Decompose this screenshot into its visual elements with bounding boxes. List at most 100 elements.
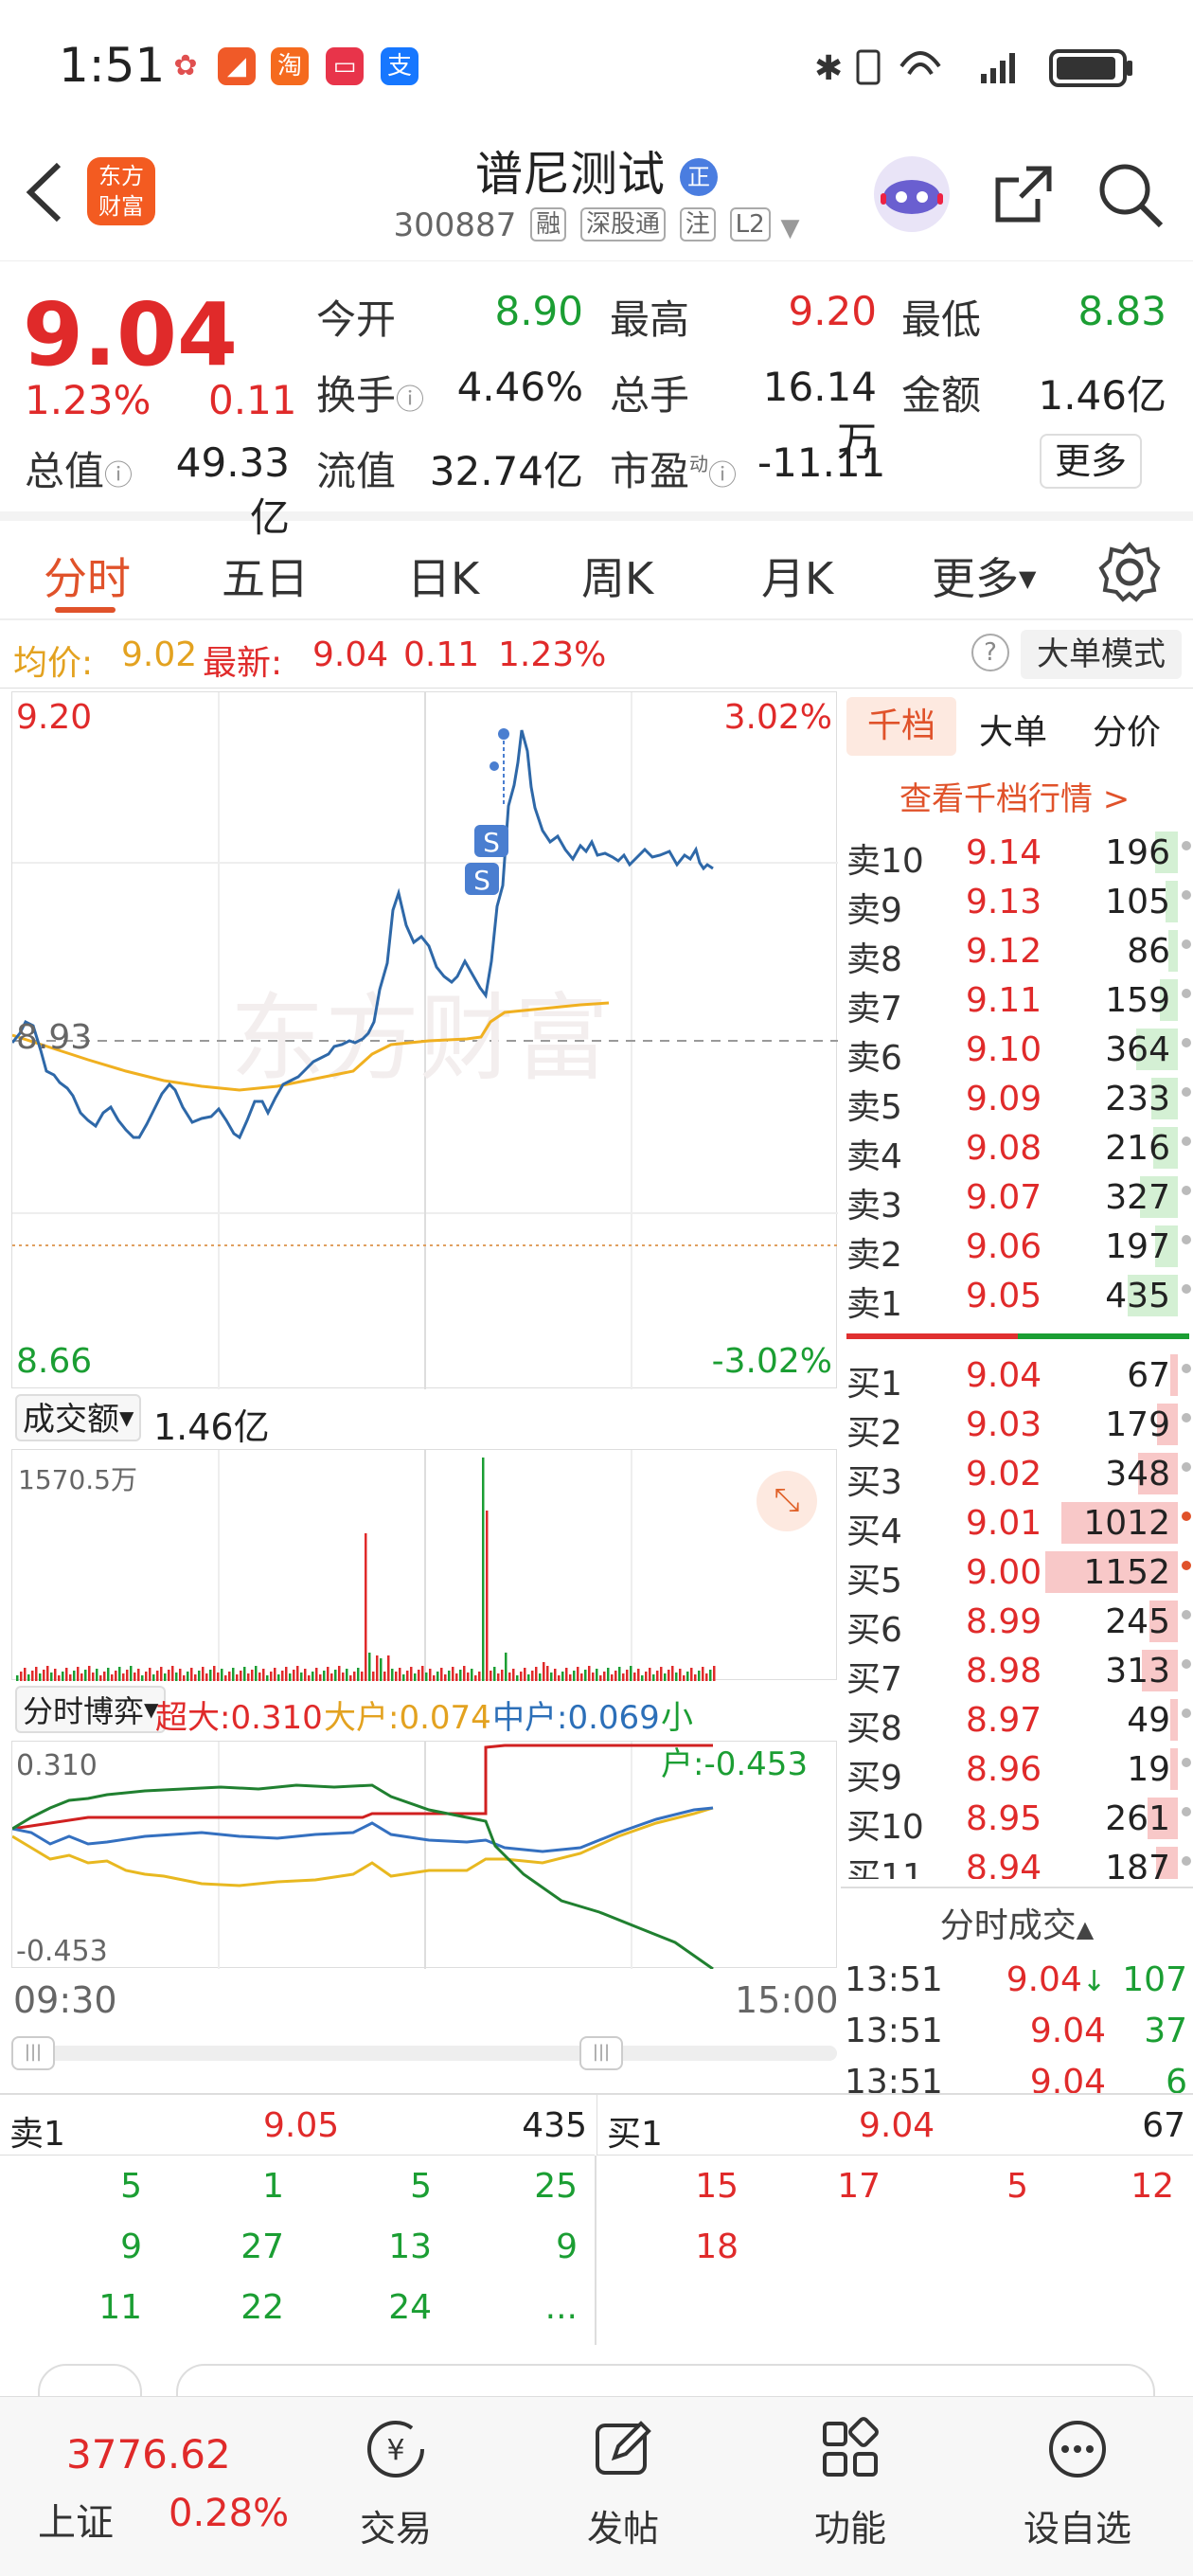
bid-row[interactable]: 买8 8.97 49 <box>843 1695 1193 1748</box>
ask-row[interactable]: 卖2 9.06 197 <box>843 1222 1193 1275</box>
app-icon-2: ◢ <box>218 47 256 85</box>
period-tabs: 分时 五日 日K 周K 月K 更多▼ <box>0 526 1193 620</box>
nav-trade[interactable]: ¥ 交易 <box>320 2416 472 2551</box>
tab-month-k[interactable]: 月K <box>761 553 834 604</box>
flow-selector[interactable]: 分时博弈▼ <box>15 1686 167 1733</box>
volume-bar <box>77 1667 80 1681</box>
volume-bar <box>679 1669 682 1681</box>
flow-small: 小户:-0.453 <box>661 1699 809 1783</box>
volume-bar <box>202 1667 205 1681</box>
volume-bar <box>527 1674 530 1681</box>
tab-five-day[interactable]: 五日 <box>222 553 309 604</box>
bid-volume-bar <box>1170 1354 1178 1396</box>
settings-gear-icon[interactable] <box>1098 541 1161 603</box>
volume-bar <box>455 1673 458 1681</box>
ask-label: 卖9 <box>846 891 902 930</box>
bid-volume-bar <box>1045 1551 1178 1593</box>
volume-selector[interactable]: 成交额▼ <box>15 1394 142 1441</box>
flow-chart-svg <box>11 1742 714 1971</box>
ask-row[interactable]: 卖7 9.11 159 <box>843 975 1193 1029</box>
volume-bar <box>58 1675 61 1681</box>
tab-intraday[interactable]: 分时 <box>44 553 131 604</box>
help-icon[interactable]: ? <box>971 634 1009 671</box>
dropdown-icon[interactable]: ▼ <box>780 214 800 242</box>
bid-row[interactable]: 买2 9.03 179 <box>843 1400 1193 1453</box>
volume-bar <box>35 1667 38 1681</box>
volume-bar <box>327 1667 329 1681</box>
tab-day-k[interactable]: 日K <box>407 553 480 604</box>
share-icon[interactable] <box>990 161 1057 227</box>
ask-label: 卖2 <box>846 1236 902 1275</box>
stock-code: 300887 <box>393 206 517 244</box>
volume-bar <box>429 1669 432 1681</box>
back-icon[interactable] <box>21 159 68 225</box>
ask-price: 9.13 <box>966 883 1042 921</box>
bid-row[interactable]: 买9 8.96 19 <box>843 1744 1193 1798</box>
index-widget[interactable]: 3776.62 上证 0.28% <box>0 2397 289 2576</box>
ask-volume: 197 <box>1105 1227 1170 1266</box>
last-price: 9.04 <box>23 284 238 385</box>
volume-bar <box>141 1675 144 1681</box>
view-depth-link[interactable]: 查看千档行情 > <box>899 780 1131 818</box>
orderbook-tab-large[interactable]: 大单 <box>979 713 1048 752</box>
ask-row[interactable]: 卖3 9.07 327 <box>843 1172 1193 1225</box>
avg-label: 均价: <box>13 644 94 683</box>
volume-bar <box>342 1673 345 1681</box>
app-icon-4: ▭ <box>326 47 364 85</box>
volume-bar <box>705 1673 708 1681</box>
large-order-mode-button[interactable]: 大单模式 <box>1021 630 1182 679</box>
bid-volume: 1152 <box>1083 1553 1170 1592</box>
volume-bar <box>652 1674 655 1681</box>
ask-label: 卖4 <box>846 1137 902 1176</box>
ask-row[interactable]: 卖1 9.05 435 <box>843 1271 1193 1324</box>
volume-bar <box>561 1672 564 1681</box>
ask-row[interactable]: 卖10 9.14 196 <box>843 828 1193 881</box>
expand-icon[interactable]: ⤡ <box>757 1471 817 1531</box>
bid-row[interactable]: 买1 9.04 67 <box>843 1351 1193 1404</box>
nav-watchlist[interactable]: 设自选 <box>1002 2416 1153 2551</box>
ask-row[interactable]: 卖4 9.08 216 <box>843 1123 1193 1176</box>
time-scrollbar[interactable]: ||| ||| <box>11 2036 837 2070</box>
stock-title[interactable]: 谱尼测试 正 <box>0 136 1193 205</box>
ask-row[interactable]: 卖6 9.10 364 <box>843 1025 1193 1078</box>
orderbook-tab-price[interactable]: 分价 <box>1093 713 1162 752</box>
stock-subtitle[interactable]: 300887 融 深股通 注 L2 ▼ <box>0 206 1193 244</box>
queue-buy-vol: 67 <box>1142 2106 1185 2145</box>
volume-bar <box>618 1667 621 1681</box>
flow-chart[interactable]: 0.310 -0.453 <box>11 1741 837 1971</box>
bid-row[interactable]: 买7 8.98 313 <box>843 1646 1193 1699</box>
volume-bar <box>334 1670 337 1681</box>
volume-bar <box>649 1668 651 1681</box>
scroll-handle-right[interactable]: ||| <box>579 2036 623 2070</box>
intraday-chart[interactable]: 东方财富 S S 9.20 3.02% 8.93 8.66 -3.02% <box>10 691 838 1389</box>
open-value: 8.90 <box>494 288 583 334</box>
volume-bar <box>92 1673 95 1681</box>
bid-row[interactable]: 买3 9.02 348 <box>843 1449 1193 1502</box>
scroll-handle-left[interactable]: ||| <box>11 2036 55 2070</box>
tab-week-k[interactable]: 周K <box>581 553 654 604</box>
bid-price: 9.02 <box>966 1455 1042 1494</box>
nav-functions[interactable]: 功能 <box>775 2416 926 2551</box>
volume-bar <box>671 1666 674 1681</box>
bid-row[interactable]: 买10 8.95 261 <box>843 1794 1193 1847</box>
bid-row[interactable]: 买4 9.01 1012 <box>843 1498 1193 1551</box>
bid-price: 9.00 <box>966 1553 1042 1592</box>
volume-bar <box>387 1655 390 1681</box>
queue-buy-label: 买1 <box>607 2115 663 2154</box>
bid-row[interactable]: 买6 8.99 245 <box>843 1597 1193 1650</box>
volume-bar <box>539 1673 542 1681</box>
nav-post[interactable]: 发帖 <box>547 2416 699 2551</box>
eastmoney-logo[interactable]: 东方 财富 <box>87 157 155 225</box>
orderbook-tab-depth[interactable]: 千档 <box>846 697 956 756</box>
more-button[interactable]: 更多 <box>1040 434 1142 489</box>
volume-bar <box>421 1666 424 1681</box>
ticks-header[interactable]: 分时成交▲ <box>841 1887 1193 1947</box>
search-icon[interactable] <box>1095 159 1166 231</box>
bid-row[interactable]: 买5 9.00 1152 <box>843 1547 1193 1601</box>
ask-row[interactable]: 卖5 9.09 233 <box>843 1074 1193 1127</box>
tab-more[interactable]: 更多▼ <box>932 553 1037 604</box>
ask-row[interactable]: 卖8 9.12 86 <box>843 926 1193 979</box>
ask-row[interactable]: 卖9 9.13 105 <box>843 877 1193 930</box>
volume-chart[interactable]: 1570.5万 ⤡ <box>11 1449 837 1681</box>
robot-assistant-icon[interactable] <box>869 152 954 237</box>
